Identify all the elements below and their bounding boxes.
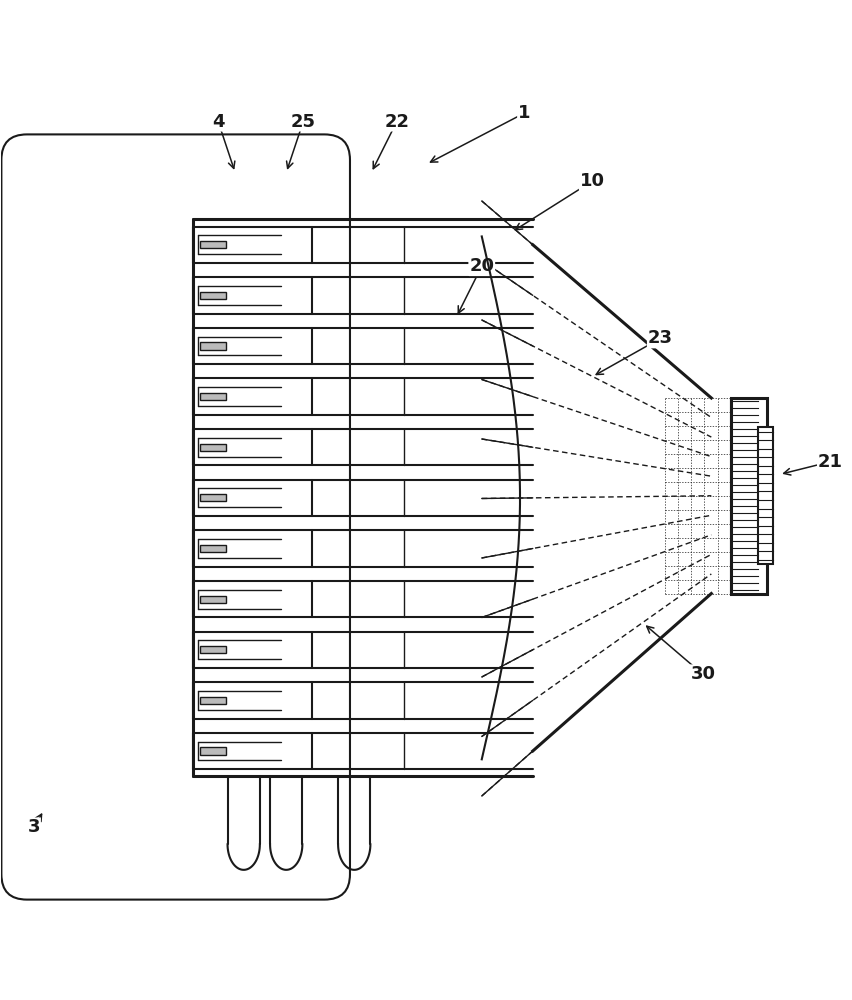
Bar bbox=[200, 342, 226, 350]
Text: 3: 3 bbox=[27, 818, 40, 836]
Text: 21: 21 bbox=[817, 453, 842, 471]
Bar bbox=[730, 398, 766, 594]
Bar bbox=[200, 697, 226, 704]
Text: 25: 25 bbox=[291, 113, 315, 131]
Bar bbox=[200, 545, 226, 552]
Bar bbox=[200, 596, 226, 603]
Text: 20: 20 bbox=[469, 257, 493, 275]
Text: 10: 10 bbox=[579, 172, 604, 190]
FancyBboxPatch shape bbox=[2, 134, 349, 900]
Bar bbox=[200, 241, 226, 248]
Bar bbox=[200, 494, 226, 501]
Bar bbox=[200, 292, 226, 299]
Bar bbox=[757, 427, 773, 564]
Text: 23: 23 bbox=[647, 329, 672, 347]
Bar bbox=[200, 747, 226, 755]
Text: 30: 30 bbox=[689, 665, 715, 683]
Text: 22: 22 bbox=[383, 113, 409, 131]
Bar bbox=[200, 444, 226, 451]
Bar bbox=[200, 393, 226, 400]
Text: 4: 4 bbox=[211, 113, 224, 131]
Text: 1: 1 bbox=[517, 104, 530, 122]
Bar bbox=[200, 646, 226, 653]
